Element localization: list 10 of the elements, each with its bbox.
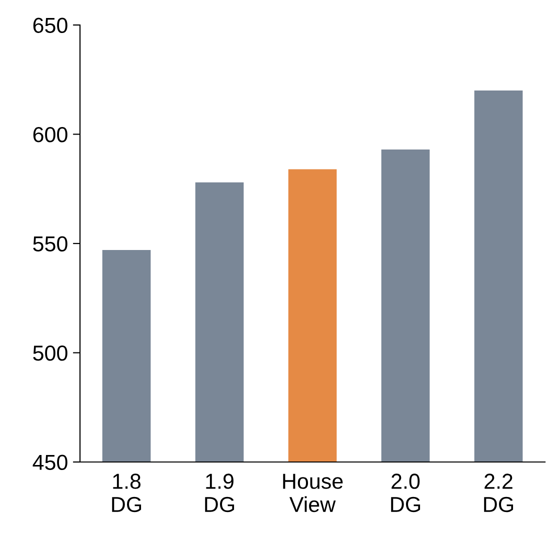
y-tick-label: 550 xyxy=(33,236,68,252)
y-tick-label: 650 xyxy=(33,18,68,34)
x-tick-label: 2.2 DG xyxy=(484,474,514,512)
y-tick-label: 500 xyxy=(33,346,68,361)
y-tick-label: 450 xyxy=(32,454,68,470)
x-tick-label: 1.8 DG xyxy=(112,474,142,512)
y-tick-label: 600 xyxy=(33,127,68,142)
x-tick-label: 1.9 DG xyxy=(205,474,234,512)
x-tick-label: House View xyxy=(283,474,343,512)
x-tick-label: 2.0 DG xyxy=(391,474,420,512)
